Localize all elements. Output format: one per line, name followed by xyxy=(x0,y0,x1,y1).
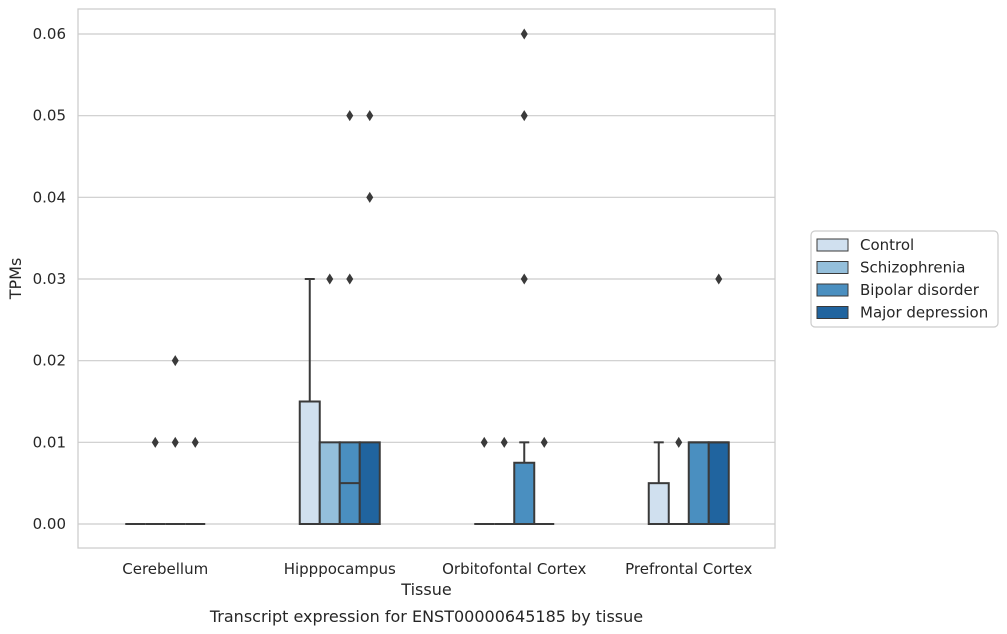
box-major-depression xyxy=(358,441,381,526)
x-tick-label: Prefrontal Cortex xyxy=(625,560,752,578)
outlier-marker xyxy=(520,28,528,40)
x-tick-label: Orbitofontal Cortex xyxy=(442,560,586,578)
box-bipolar-disorder xyxy=(338,441,361,526)
legend-frame xyxy=(810,230,999,328)
box-body xyxy=(647,482,670,525)
boxes xyxy=(125,278,730,526)
box-major-depression xyxy=(707,441,730,526)
legend-label: Control xyxy=(860,236,914,254)
outlier-marker xyxy=(346,110,354,122)
outliers xyxy=(151,28,723,448)
legend-label: Major depression xyxy=(860,304,988,322)
box-bipolar-disorder xyxy=(513,441,536,525)
box-control xyxy=(647,441,670,525)
x-tick-label: Hipppocampus xyxy=(284,560,396,578)
outlier-marker xyxy=(191,436,199,448)
legend-swatch xyxy=(816,283,849,297)
y-tick-label: 0.01 xyxy=(33,433,66,451)
outlier-marker xyxy=(480,436,488,448)
y-tick-label: 0.06 xyxy=(33,25,66,43)
y-axis-ticks: 0.00 0.01 0.02 0.03 0.04 0.05 0.06 xyxy=(33,25,66,533)
x-axis-ticks: Cerebellum Hipppocampus Orbitofontal Corte… xyxy=(122,560,752,578)
outlier-marker xyxy=(346,273,354,285)
outlier-marker xyxy=(540,436,548,448)
box-body xyxy=(298,400,321,525)
outlier-marker xyxy=(326,273,334,285)
x-axis-label: Tissue xyxy=(400,580,451,599)
gridlines xyxy=(78,33,775,525)
y-tick-label: 0.00 xyxy=(33,515,66,533)
plot-area xyxy=(77,8,776,549)
y-tick-label: 0.04 xyxy=(33,188,66,206)
box-body xyxy=(318,441,341,526)
legend-label: Bipolar disorder xyxy=(860,281,980,299)
box-bipolar-disorder xyxy=(687,441,710,526)
outlier-marker xyxy=(366,191,374,203)
y-tick-label: 0.02 xyxy=(33,352,66,370)
y-tick-label: 0.05 xyxy=(33,107,66,125)
outlier-marker xyxy=(500,436,508,448)
legend-swatch xyxy=(816,306,849,319)
legend-swatch xyxy=(816,238,849,252)
box-body xyxy=(358,441,381,526)
outlier-marker xyxy=(520,273,528,285)
outlier-marker xyxy=(520,110,528,122)
box-schizophrenia xyxy=(318,441,341,526)
box-body xyxy=(707,441,730,526)
x-tick-label: Cerebellum xyxy=(122,560,208,578)
outlier-marker xyxy=(715,273,723,285)
y-tick-label: 0.03 xyxy=(33,270,66,288)
box-body xyxy=(513,461,536,525)
outlier-marker xyxy=(151,436,159,448)
outlier-marker xyxy=(675,436,683,448)
y-axis-label: TPMs xyxy=(6,258,25,301)
legend: Control Schizophrenia Bipolar disorder Majo… xyxy=(810,230,999,328)
box-body xyxy=(687,441,710,526)
outlier-marker xyxy=(171,436,179,448)
box-control xyxy=(298,278,321,525)
legend-swatch xyxy=(816,261,849,274)
legend-label: Schizophrenia xyxy=(860,259,965,277)
outlier-marker xyxy=(171,355,179,367)
outlier-marker xyxy=(366,110,374,122)
chart-caption: Transcript expression for ENST0000064518… xyxy=(209,607,643,626)
